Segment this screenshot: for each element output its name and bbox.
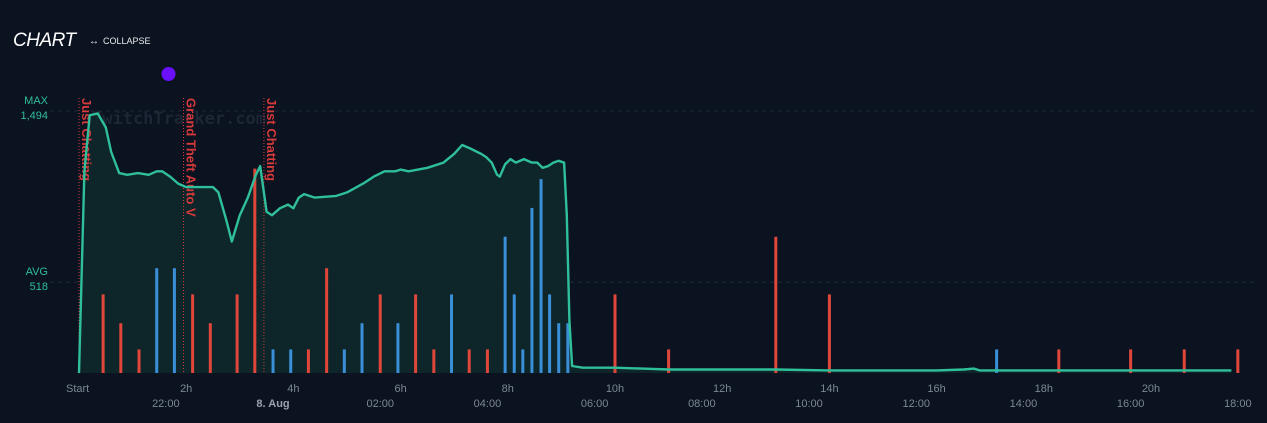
x-tick-clock-5: 08:00 (688, 398, 716, 410)
event-bar-1 (119, 323, 123, 373)
chart-title: CHART (13, 30, 76, 51)
event-bar-16 (396, 323, 400, 373)
x-tick-clock-0: 22:00 (152, 398, 180, 410)
category-label-2: Just Chatting (264, 98, 279, 181)
event-bar-30 (613, 294, 617, 373)
axis-layer: MAX 1,494 AVG 518 Start 2h 4h 6h 8h 10h 12h 14h 16h 1… (20, 95, 1251, 410)
event-bar-17 (414, 294, 418, 373)
x-tick-elapsed-7: 14h (820, 383, 838, 395)
event-bar-36 (1129, 349, 1133, 373)
event-bar-22 (503, 236, 507, 373)
x-tick-elapsed-6: 12h (713, 383, 731, 395)
event-bar-21 (485, 349, 489, 373)
x-tick-clock-9: 16:00 (1117, 398, 1145, 410)
event-bar-35 (1057, 349, 1061, 373)
event-bar-34 (995, 349, 999, 373)
x-tick-elapsed-4: 8h (502, 383, 514, 395)
viewer-area (79, 113, 1232, 373)
ref-value-avg: 518 (30, 281, 48, 293)
event-bar-33 (827, 294, 831, 373)
event-bar-24 (521, 349, 525, 373)
x-tick-clock-1: 8. Aug (256, 398, 289, 410)
marker-dot[interactable] (161, 67, 176, 81)
event-bar-19 (450, 294, 454, 373)
viewer-line (77, 112, 1232, 374)
event-bar-2 (137, 349, 141, 373)
watermark: TwitchTracker.com (92, 109, 266, 129)
event-bar-5 (191, 294, 195, 373)
event-bar-23 (512, 294, 516, 373)
event-bar-9 (271, 349, 275, 373)
x-tick-clock-3: 04:00 (474, 398, 502, 410)
line-layer (77, 67, 1232, 374)
event-bar-4 (172, 268, 176, 373)
x-tick-clock-6: 10:00 (795, 398, 823, 410)
event-bar-11 (306, 349, 310, 373)
x-tick-elapsed-2: 4h (287, 383, 299, 395)
event-bar-37 (1182, 349, 1186, 373)
event-bar-6 (208, 323, 212, 373)
event-bar-38 (1236, 349, 1240, 373)
event-bar-27 (548, 294, 552, 373)
x-tick-elapsed-3: 6h (394, 383, 406, 395)
x-tick-clock-10: 18:00 (1224, 398, 1252, 410)
ref-value-max: 1,494 (20, 110, 48, 122)
event-bar-29 (566, 323, 570, 373)
event-bar-13 (342, 349, 346, 373)
event-bar-15 (378, 294, 382, 373)
event-bar-10 (289, 349, 293, 373)
collapse-button[interactable]: ↔ COLLAPSE (89, 36, 151, 47)
event-bar-25 (530, 207, 534, 373)
area-layer (79, 113, 1232, 373)
x-tick-elapsed-0: Start (66, 383, 89, 395)
x-tick-elapsed-8: 16h (927, 383, 945, 395)
event-bar-14 (360, 323, 364, 373)
event-bar-3 (155, 268, 159, 373)
ref-label-max: MAX (24, 95, 49, 107)
event-bar-12 (325, 268, 329, 373)
ref-label-avg: AVG (26, 266, 48, 278)
x-tick-elapsed-10: 20h (1142, 383, 1160, 395)
event-bar-28 (557, 323, 561, 373)
event-bar-31 (667, 349, 671, 373)
x-tick-clock-4: 06:00 (581, 398, 609, 410)
x-tick-elapsed-1: 2h (180, 383, 192, 395)
bars-layer (101, 168, 1240, 373)
event-bar-18 (432, 349, 436, 373)
event-bar-7 (235, 294, 239, 373)
event-bar-20 (467, 349, 471, 373)
double-arrow-icon: ↔ (89, 36, 99, 47)
event-bar-0 (101, 294, 105, 373)
x-tick-elapsed-5: 10h (606, 383, 624, 395)
event-bar-32 (774, 236, 778, 373)
x-tick-clock-7: 12:00 (902, 398, 930, 410)
event-bar-26 (539, 179, 543, 373)
x-tick-clock-8: 14:00 (1010, 398, 1038, 410)
collapse-label: COLLAPSE (103, 36, 151, 46)
category-label-1: Grand Theft Auto V (184, 98, 199, 217)
event-bar-8 (253, 168, 257, 373)
x-tick-elapsed-9: 18h (1035, 383, 1053, 395)
x-tick-clock-2: 02:00 (366, 398, 394, 410)
